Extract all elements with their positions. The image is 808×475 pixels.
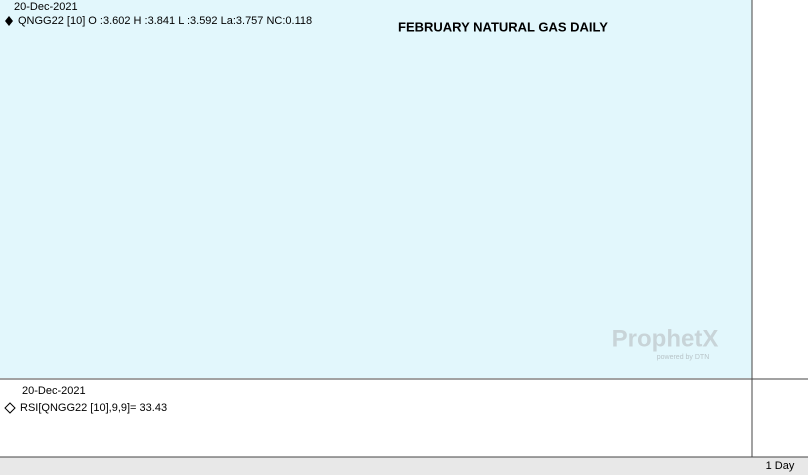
date-bar (0, 457, 808, 475)
rsi-panel (0, 380, 752, 456)
rsi-legend-marker (4, 402, 16, 414)
price-panel (0, 0, 752, 378)
chart-title: FEBRUARY NATURAL GAS DAILY (398, 19, 608, 34)
quote-line: QNGG22 [10] O :3.602 H :3.841 L :3.592 L… (18, 15, 312, 27)
interval-label: 1 Day (766, 460, 795, 472)
price-axis-area (752, 0, 808, 378)
rsi-header-date: 20-Dec-2021 (22, 385, 86, 397)
quote-marker (5, 16, 13, 26)
watermark-sub: powered by DTN (657, 354, 710, 361)
rsi-legend: RSI[QNGG22 [10],9,9]= 33.43 (20, 402, 167, 414)
watermark: ProphetX (612, 325, 719, 352)
header-date: 20-Dec-2021 (14, 1, 78, 13)
